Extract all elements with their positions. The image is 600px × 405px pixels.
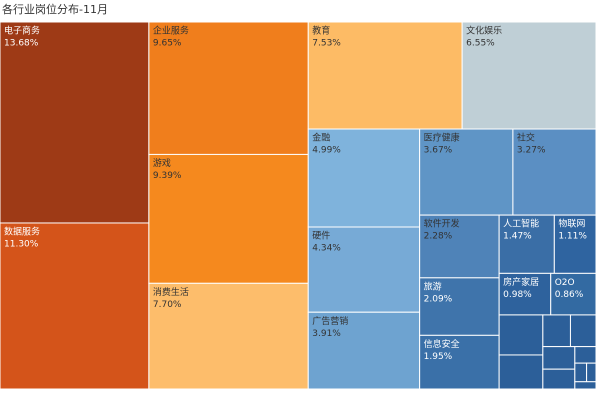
treemap-cell [542,346,576,370]
value-label: 1.11% [558,232,587,242]
value-label: 2.28% [424,232,453,242]
value-label: 6.55% [466,39,495,49]
cell-label: 数据服务 [4,226,40,238]
treemap-cell [419,214,500,279]
value-label: 4.34% [312,244,341,254]
cell-label: 电子商务 [4,25,40,37]
value-label: 9.39% [153,171,182,181]
value-label: 0.98% [503,290,532,300]
value-label: 13.68% [4,39,39,49]
treemap-cell [307,21,463,130]
chart-title: 各行业岗位分布-11月 [2,2,108,16]
treemap-cell [498,314,544,356]
cell-label: 硬件 [312,230,330,242]
treemap-cell [586,362,597,383]
treemap-cell [148,21,309,155]
treemap-cell [419,334,500,390]
treemap-cell [512,128,597,216]
value-label: 7.53% [312,39,341,49]
cell-label: 企业服务 [153,25,189,37]
value-label: 1.47% [503,232,532,242]
value-label: 3.67% [424,146,453,156]
treemap-cell [0,222,150,390]
cell-label: 信息安全 [424,338,460,350]
treemap-cell [307,226,421,313]
cell-label: 文化娱乐 [466,25,502,37]
treemap-cell [419,277,500,336]
value-label: 7.70% [153,300,182,310]
value-label: 9.65% [153,39,182,49]
cell-label: 医疗健康 [424,132,460,144]
treemap-cell [498,354,544,390]
treemap-cell [148,282,309,390]
treemap-cell [574,346,597,364]
treemap-cell [574,381,597,390]
treemap-cell [307,128,421,228]
cell-label: 房产家居 [503,276,539,288]
value-label: 3.91% [312,329,341,339]
cell-label: 物联网 [558,218,585,230]
treemap-cell [542,314,571,348]
value-label: 1.95% [424,352,453,362]
treemap-cell [550,272,597,316]
cell-label: 人工智能 [503,218,539,230]
cell-label: 旅游 [424,280,442,292]
treemap-cell [553,214,597,274]
treemap-cell [461,21,597,130]
cell-label: 游戏 [153,157,171,169]
value-label: 0.86% [555,290,584,300]
cell-label: O2O [555,278,575,288]
value-label: 4.99% [312,146,341,156]
cell-label: 广告营销 [312,315,348,327]
treemap-cell [542,368,576,390]
cell-label: 教育 [312,25,330,37]
value-label: 3.27% [517,146,546,156]
value-label: 11.30% [4,240,39,250]
cell-label: 软件开发 [424,218,460,230]
treemap-cell [0,21,150,224]
treemap-cell [574,362,588,383]
value-label: 2.09% [424,294,453,304]
cell-label: 消费生活 [153,286,189,298]
cell-label: 社交 [517,132,535,144]
treemap-cell [569,314,597,348]
cell-label: 金融 [312,132,330,144]
